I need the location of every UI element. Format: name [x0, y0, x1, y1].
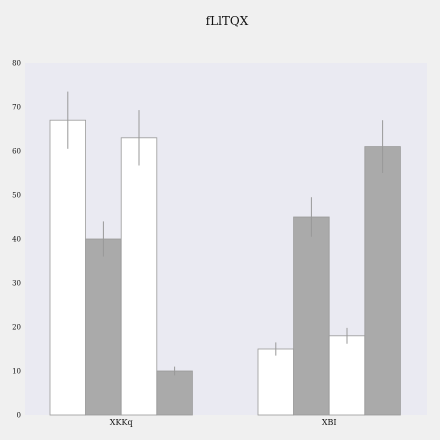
y-tick-label: 50	[12, 192, 21, 200]
x-tick-label-xkkq: XKKq	[110, 418, 133, 427]
y-tick-label: 60	[12, 148, 21, 156]
x-axis: XKKq XBI	[110, 418, 337, 427]
y-axis: 0 10 20 30 40 50 60 70 80	[12, 60, 21, 420]
y-tick-label: 40	[12, 236, 21, 244]
y-tick-label: 30	[12, 280, 21, 288]
bar-xkkq-series-2	[85, 238, 122, 416]
x-tick-label-xbi: XBI	[322, 418, 337, 427]
bars-layer	[49, 119, 401, 416]
bar-xkkq-series-1	[49, 119, 86, 416]
y-tick-label: 0	[17, 412, 21, 420]
error-bars-layer	[67, 91, 384, 376]
y-tick-label: 20	[12, 324, 21, 332]
bar-xbi-series-2	[293, 216, 330, 416]
bar-xkkq-series-4	[156, 370, 193, 416]
bar-xbi-series-3	[328, 335, 366, 416]
bar-xbi-series-4	[364, 146, 401, 416]
bar-xbi-series-1	[257, 348, 294, 416]
y-tick-label: 10	[12, 368, 21, 376]
y-tick-label: 70	[12, 104, 21, 112]
bar-xkkq-series-3	[120, 137, 158, 416]
chart-title: fLlTQX	[206, 14, 249, 28]
y-tick-label: 80	[12, 60, 21, 68]
